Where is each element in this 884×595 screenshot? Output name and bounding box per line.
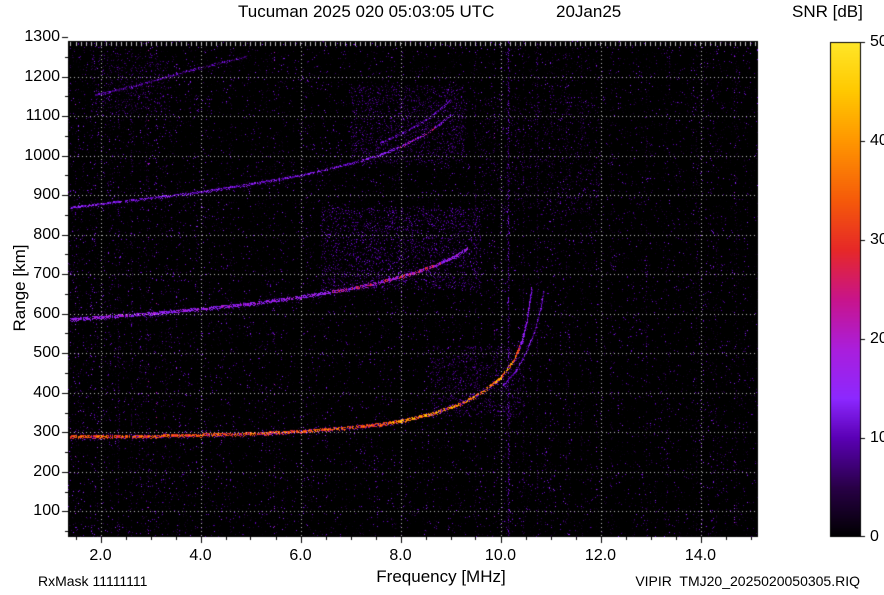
- x-tick-label: 14.0: [684, 547, 717, 564]
- colorbar-tick-label: 40: [870, 132, 884, 149]
- colorbar-tick-label: 10: [870, 429, 884, 446]
- y-tick-label: 100: [33, 502, 60, 520]
- y-tick-label: 1300: [24, 28, 60, 46]
- y-tick-label: 200: [33, 462, 60, 480]
- colorbar-tick-label: 30: [870, 231, 884, 248]
- colorbar-tick-label: 0: [870, 528, 879, 545]
- y-tick-label: 500: [33, 344, 60, 362]
- y-tick-label: 1200: [24, 67, 60, 85]
- x-axis-label: Frequency [MHz]: [376, 567, 506, 586]
- y-tick-label: 400: [33, 383, 60, 401]
- colorbar-tick-label: 50: [870, 33, 884, 50]
- y-tick-label: 300: [33, 423, 60, 441]
- y-tick-label: 600: [33, 304, 60, 322]
- x-tick-label: 10.0: [484, 547, 517, 564]
- plot-title: Tucuman 2025 020 05:03:05 UTC: [238, 2, 495, 21]
- plot-date: 20Jan25: [556, 2, 622, 21]
- rxmask-status: RxMask 11111111: [38, 573, 148, 589]
- x-tick-label: 8.0: [389, 547, 412, 564]
- x-tick-label: 12.0: [584, 547, 617, 564]
- x-tick-label: 2.0: [89, 547, 112, 564]
- y-tick-label: 900: [33, 186, 60, 204]
- y-tick-label: 1000: [24, 146, 60, 164]
- data-file-name: VIPIR TMJ20_2025020050305.RIQ: [635, 573, 860, 589]
- colorbar-tick-label: 20: [870, 330, 884, 347]
- x-tick-label: 4.0: [189, 547, 212, 564]
- x-tick-label: 6.0: [289, 547, 312, 564]
- y-tick-label: 700: [33, 265, 60, 283]
- colorbar-title: SNR [dB]: [792, 2, 863, 21]
- y-tick-label: 800: [33, 225, 60, 243]
- y-tick-label: 1100: [25, 107, 60, 125]
